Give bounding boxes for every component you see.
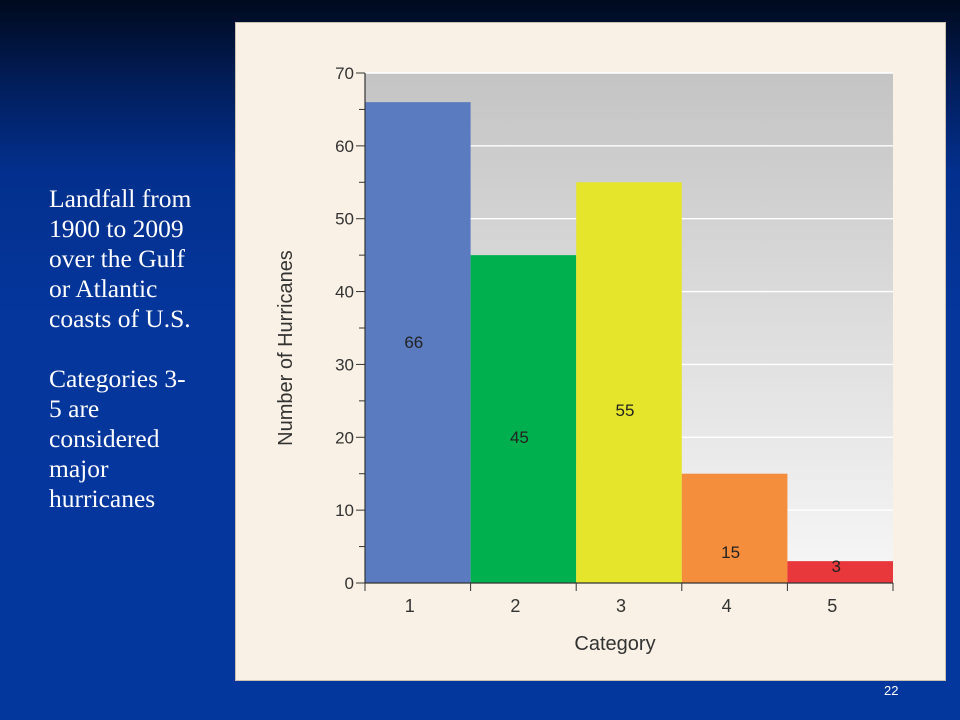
slide-note: Landfall from 1900 to 2009 over the Gulf or… [49, 184, 234, 514]
x-tick-label: 3 [616, 596, 626, 616]
x-tick-label: 2 [510, 596, 520, 616]
note-line: hurricanes [49, 484, 156, 513]
note-line: considered [49, 424, 160, 453]
bar-category-3 [576, 182, 682, 584]
bar-category-1 [365, 102, 471, 584]
bar-category-2 [470, 255, 577, 583]
bar-category-4 [681, 473, 788, 583]
y-tick-label: 60 [335, 137, 354, 156]
x-axis-title: Category [574, 633, 655, 655]
y-axis-title: Number of Hurricanes [275, 250, 297, 446]
note-paragraph-landfall: Landfall from 1900 to 2009 over the Gulf or… [49, 184, 234, 334]
x-tick-label: 1 [405, 596, 415, 616]
y-tick-label: 10 [335, 501, 354, 520]
note-paragraph-major: Categories 3- 5 are considered major hurrica… [49, 364, 234, 514]
y-tick-label: 0 [345, 574, 354, 593]
note-line: or Atlantic [49, 274, 158, 303]
slide-number: 22 [884, 683, 899, 698]
note-line: 5 are [49, 394, 100, 423]
data-label: 3 [831, 557, 840, 576]
note-line: over the Gulf [49, 244, 185, 273]
data-label: 45 [510, 428, 529, 447]
note-line: major [49, 454, 109, 483]
y-tick-label: 30 [335, 355, 354, 374]
y-tick-label: 20 [335, 428, 354, 447]
y-tick-label: 50 [335, 210, 354, 229]
figure-panel: 0 10 20 30 40 50 60 70 1 2 3 4 5 66 45 55 15 3 Category Nu… [236, 23, 945, 680]
y-tick-label: 40 [335, 283, 354, 302]
x-tick-label: 4 [722, 596, 732, 616]
y-tick-label: 70 [335, 64, 354, 83]
data-label: 15 [721, 543, 740, 562]
bar-category-5 [787, 561, 893, 583]
x-tick-label: 5 [827, 596, 837, 616]
note-line: Landfall from [49, 184, 192, 213]
note-line: 1900 to 2009 [49, 214, 184, 243]
data-label: 55 [616, 401, 635, 420]
data-label: 66 [404, 333, 423, 352]
note-line: coasts of U.S. [49, 304, 191, 333]
note-line: Categories 3- [49, 364, 186, 393]
